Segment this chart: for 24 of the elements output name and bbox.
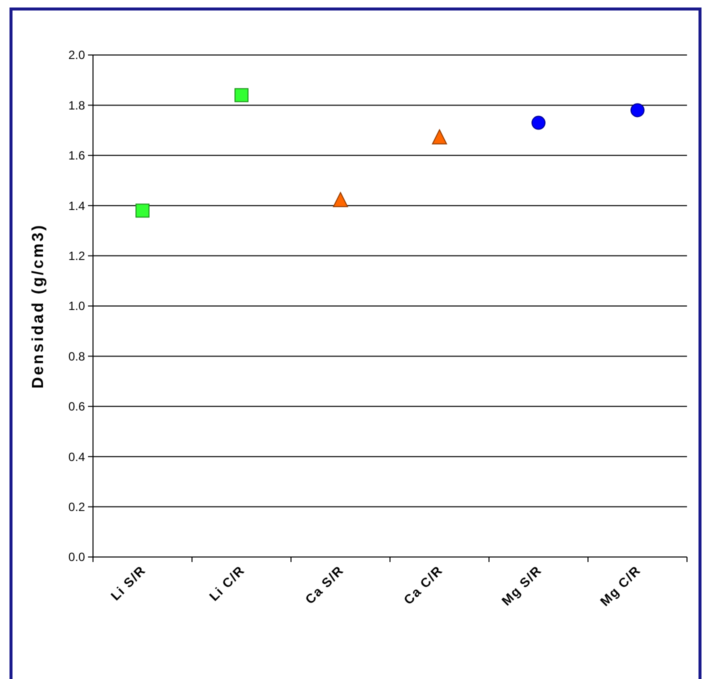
x-tick-label: Mg C/R [597, 562, 644, 610]
y-tick-label: 0.4 [68, 450, 86, 464]
y-tick-label: 0.6 [68, 400, 86, 414]
y-tick-label: 1.4 [68, 198, 86, 213]
y-tick-label: 1.0 [68, 299, 86, 314]
y-tick-label: 1.8 [68, 98, 86, 112]
y-tick-label: 0.8 [68, 349, 86, 364]
point [333, 192, 348, 208]
point [234, 88, 248, 102]
y-tick-label: 1.6 [68, 148, 86, 163]
y-tick-label: 0.0 [68, 550, 86, 564]
point [532, 116, 546, 130]
x-tick-label: Ca S/R [302, 562, 347, 607]
point [630, 103, 644, 118]
y-tick-label: 1.2 [68, 249, 86, 263]
point [432, 129, 447, 144]
x-tick-label: Li S/R [108, 562, 149, 604]
y-tick-label: 0.2 [68, 500, 86, 514]
x-tick-label: Li C/R [206, 562, 248, 604]
y-axis-title: Densidad (g/cm3) [30, 223, 47, 389]
x-tick-label: Mg S/R [498, 562, 545, 609]
x-tick-label: Ca C/R [400, 562, 446, 608]
y-tick-label: 2.0 [68, 48, 86, 62]
point [136, 204, 150, 218]
